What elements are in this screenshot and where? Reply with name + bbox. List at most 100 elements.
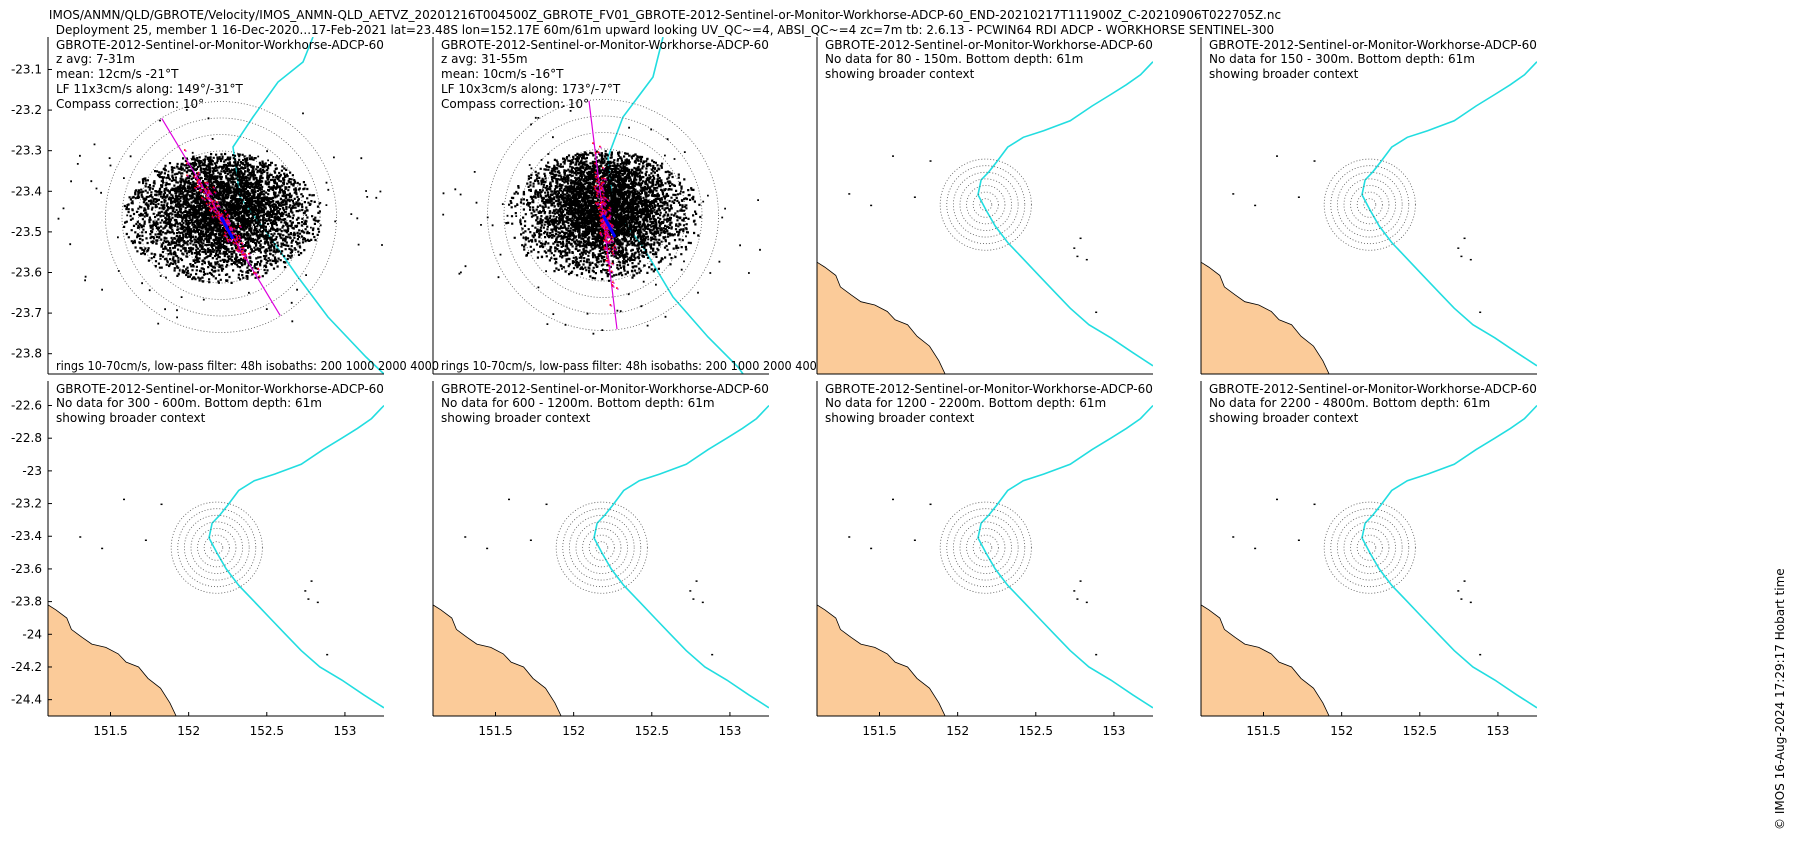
island-mark (870, 547, 873, 550)
island-mark (1254, 204, 1257, 207)
island-mark (692, 598, 695, 600)
island-mark (929, 503, 932, 506)
speed-ring (588, 534, 615, 561)
xtick-label: 151.5 (1246, 724, 1280, 738)
lowpass-points-shadow (185, 150, 262, 279)
speed-ring (972, 534, 999, 561)
island-mark (1095, 311, 1098, 314)
ytick-label: -23.4 (11, 184, 42, 198)
island-mark (1297, 196, 1300, 198)
ytick-label: -22.8 (11, 431, 42, 445)
island-mark (144, 539, 147, 542)
panel-context-6: GBROTE-2012-Sentinel-or-Monitor-Workhors… (1200, 381, 1537, 717)
island-mark (1463, 580, 1466, 582)
speed-ring (1330, 165, 1410, 245)
speed-ring (1323, 501, 1416, 594)
island-mark (870, 204, 873, 207)
speed-ring (1350, 528, 1390, 568)
xtick-label: 153 (1102, 724, 1125, 738)
island-mark (913, 196, 916, 198)
isobath-line (208, 404, 384, 709)
island-mark (79, 536, 82, 538)
speed-ring (1330, 508, 1410, 588)
speed-ring (966, 185, 1006, 225)
isobath-line (1361, 404, 1537, 709)
island-mark (892, 498, 895, 501)
xtick-label: 152.5 (635, 724, 669, 738)
island-mark (1079, 237, 1082, 240)
speed-ring (1350, 185, 1390, 225)
panel-info-line: z avg: 7-31m (56, 52, 135, 66)
land-area (1201, 261, 1330, 374)
speed-ring (595, 541, 609, 555)
island-mark (529, 539, 532, 542)
speed-ring (562, 508, 642, 588)
speed-ring (1356, 191, 1383, 218)
xtick-label: 151.5 (862, 724, 896, 738)
island-mark (1479, 653, 1482, 656)
island-mark (913, 539, 916, 542)
speed-ring (1363, 541, 1377, 555)
scatter-layer (57, 37, 384, 374)
xtick-label: 151.5 (478, 724, 512, 738)
panel-info-line: No data for 150 - 300m. Bottom depth: 61… (1209, 52, 1475, 66)
ytick-label: -24 (22, 627, 42, 641)
ytick-label: -23.5 (11, 225, 42, 239)
panel-footer: rings 10-70cm/s, low-pass filter: 48h is… (56, 359, 439, 373)
ytick-label: -23.6 (11, 265, 42, 279)
panel-context-4: GBROTE-2012-Sentinel-or-Monitor-Workhors… (432, 381, 769, 717)
island-mark (1460, 255, 1463, 258)
panel-info-line: showing broader context (825, 67, 975, 81)
panel-context-1: GBROTE-2012-Sentinel-or-Monitor-Workhors… (816, 37, 1153, 375)
xtick-label: 152.5 (1019, 724, 1053, 738)
timestamp-label: © IMOS 16-Aug-2024 17:29:17 Hobart time (1773, 568, 1787, 830)
speed-ring (487, 99, 719, 331)
panel-context-2: GBROTE-2012-Sentinel-or-Monitor-Workhors… (1200, 37, 1537, 375)
speed-ring (939, 158, 1032, 251)
ytick-label: -23.3 (11, 144, 42, 158)
speed-ring (582, 528, 622, 568)
speed-ring (138, 134, 304, 300)
panel-title: GBROTE-2012-Sentinel-or-Monitor-Workhors… (1209, 382, 1537, 396)
map-layer (1201, 61, 1537, 374)
island-mark (310, 580, 313, 582)
map-layer (433, 404, 769, 716)
panel-info-line: z avg: 31-55m (441, 52, 528, 66)
island-mark (1085, 258, 1088, 261)
xtick-label: 152 (562, 724, 585, 738)
lowpass-points (184, 149, 261, 278)
ytick-label: -23.2 (11, 103, 42, 117)
panel-info-line: mean: 10cm/s -16°T (441, 67, 564, 81)
island-mark (1463, 237, 1466, 240)
island-mark (1073, 590, 1076, 592)
land-area (817, 604, 946, 716)
xtick-label: 152.5 (1403, 724, 1437, 738)
speed-ring (197, 528, 237, 568)
speed-ring (952, 171, 1019, 238)
island-mark (304, 590, 307, 592)
panel-info-line: showing broader context (1209, 67, 1359, 81)
island-mark (1313, 160, 1316, 162)
map-layer (817, 61, 1153, 374)
island-mark (1276, 155, 1279, 157)
speed-ring (121, 117, 321, 317)
speed-ring (575, 521, 628, 574)
island-mark (848, 536, 851, 538)
figure-header: IMOS/ANMN/QLD/GBROTE/Velocity/IMOS_ANMN-… (0, 8, 1330, 38)
ytick-label: -23.6 (11, 562, 42, 576)
island-mark (1095, 653, 1098, 656)
island-mark (123, 498, 126, 501)
island-mark (1232, 536, 1235, 538)
island-mark (1232, 193, 1235, 195)
xtick-label: 153 (1486, 724, 1509, 738)
speed-ring (105, 101, 337, 333)
xtick-label: 152.5 (250, 724, 284, 738)
speed-ring (946, 508, 1026, 588)
panel-info-line: showing broader context (1209, 411, 1359, 425)
scatter-layer (442, 37, 761, 374)
panel-title: GBROTE-2012-Sentinel-or-Monitor-Workhors… (56, 382, 384, 396)
xtick-label: 153 (333, 724, 356, 738)
speed-ring (555, 501, 648, 594)
panel-info-line: No data for 300 - 600m. Bottom depth: 61… (56, 396, 322, 410)
island-mark (1073, 247, 1076, 249)
